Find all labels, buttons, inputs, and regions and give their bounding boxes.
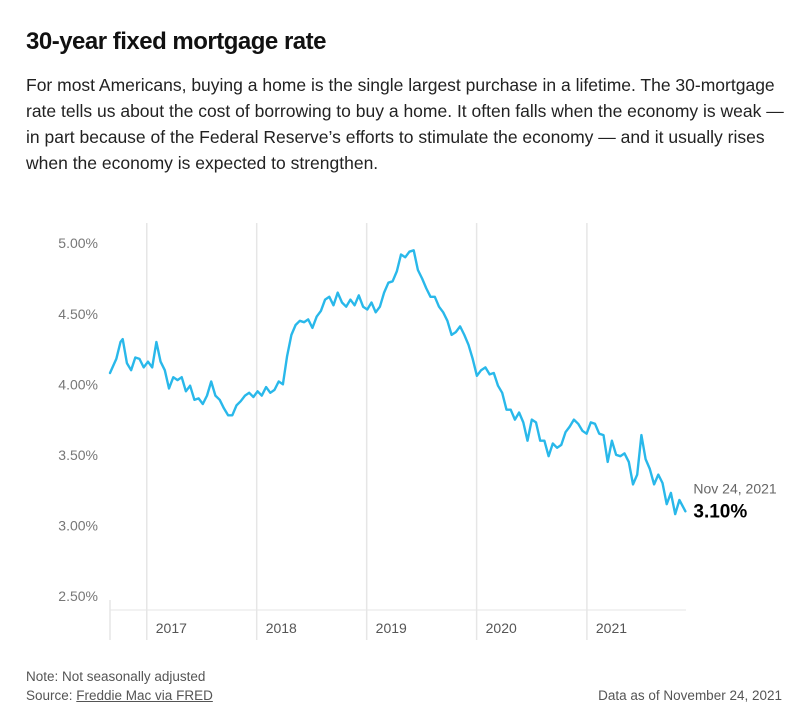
chart-title: 30-year fixed mortgage rate <box>26 28 326 55</box>
x-tick-label: 2017 <box>156 620 187 636</box>
footnote: Note: Not seasonally adjusted <box>26 669 206 684</box>
x-tick-label: 2020 <box>486 620 517 636</box>
x-tick-label: 2021 <box>596 620 627 636</box>
y-tick-label: 5.00% <box>58 235 98 251</box>
source-link[interactable]: Freddie Mac via FRED <box>76 688 213 703</box>
y-tick-label: 3.50% <box>58 447 98 463</box>
line-chart: 2017 2018 2019 2020 2021 2.50% 3.00% 3.50% 4.00%… <box>58 223 777 640</box>
y-tick-label: 2.50% <box>58 588 98 604</box>
data-as-of: Data as of November 24, 2021 <box>598 688 782 703</box>
y-tick-label: 4.50% <box>58 306 98 322</box>
x-tick-label: 2018 <box>266 620 297 636</box>
y-tick-label: 4.00% <box>58 376 98 392</box>
y-tick-label: 3.00% <box>58 517 98 533</box>
x-tick-label: 2019 <box>376 620 407 636</box>
chart-description: For most Americans, buying a home is the… <box>26 75 784 173</box>
source-prefix: Source: <box>26 688 77 703</box>
source-line: Source: Freddie Mac via FRED <box>26 688 213 703</box>
last-point-date: Nov 24, 2021 <box>693 480 776 496</box>
mortgage-rate-line <box>108 249 687 516</box>
last-point-value: 3.10% <box>693 501 747 522</box>
